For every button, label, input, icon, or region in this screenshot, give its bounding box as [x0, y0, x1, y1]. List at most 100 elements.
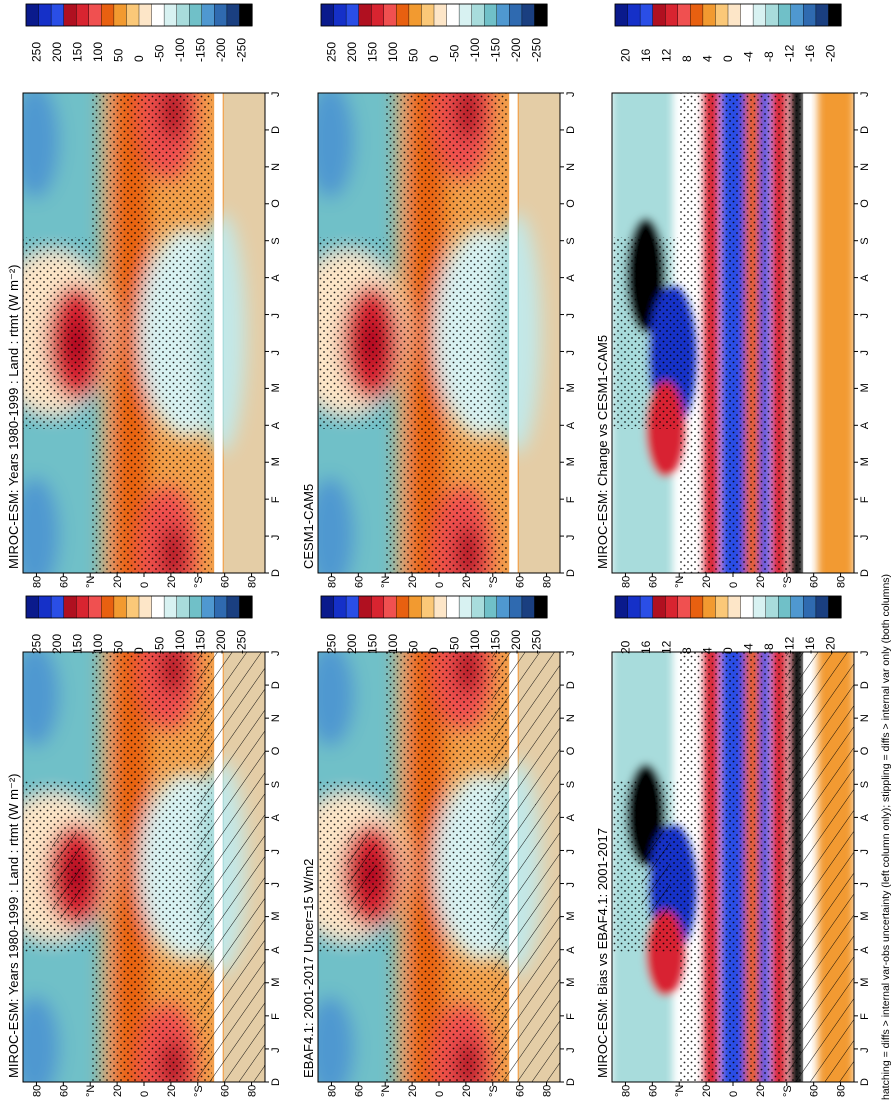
footnote: hatching = diffs > internal var-obs unce…	[880, 574, 892, 1100]
month-tick-label: N	[270, 163, 282, 171]
lat-tick-label: 80	[542, 576, 554, 588]
colorbar-swatch	[702, 595, 717, 619]
colorbar-swatch	[101, 3, 115, 27]
month-tick-label: M	[270, 911, 282, 920]
month-tick-label: A	[565, 421, 577, 429]
colorbar-label: 100	[91, 634, 105, 654]
colorbar-swatch	[113, 3, 128, 27]
month-tick-label: S	[565, 237, 577, 244]
lat-tick-label: 0	[434, 1091, 446, 1097]
colorbar-swatch	[534, 595, 548, 619]
colorbar-swatch	[189, 3, 203, 27]
month-tick-label: J	[565, 92, 577, 98]
stippling	[679, 652, 801, 1082]
lat-tick-label: 80	[247, 1085, 259, 1097]
colorbar-swatch	[702, 3, 717, 27]
lat-tick-label: 0	[434, 582, 446, 588]
month-tick-label: A	[859, 813, 871, 821]
colorbar-swatch	[383, 3, 397, 27]
colorbar-label: 4	[700, 55, 714, 62]
panel-p4: CESM1-CAM5 80 60 °N 20 0 20 °S 60 80 D J F M A M J J A S O N D…	[301, 92, 577, 589]
colorbar: 250 200 150 100 50 0 -50 -100 -150 -200 -250	[25, 3, 253, 62]
month-tick-label: D	[565, 126, 577, 134]
lat-tick-label: °S	[782, 576, 794, 588]
colorbar-swatch	[151, 595, 165, 619]
colorbar-swatch	[828, 595, 842, 619]
colorbar-swatch	[138, 595, 153, 619]
colorbar-swatch	[815, 595, 830, 619]
lat-tick-label: 20	[701, 1085, 713, 1097]
colorbar-label: -4	[742, 643, 756, 654]
colorbar-swatch	[88, 3, 102, 27]
month-tick-label: O	[859, 199, 871, 208]
lat-tick-label: 60	[353, 1085, 365, 1097]
colorbar-swatch	[396, 3, 410, 27]
colorbar-label: 0	[132, 55, 146, 62]
lat-tick-label: 60	[58, 576, 70, 588]
colorbar-label: 50	[406, 48, 420, 62]
colorbar-swatch	[815, 3, 830, 27]
lat-tick-label: 60	[809, 576, 821, 588]
lat-tick-label: 80	[542, 1085, 554, 1097]
colorbar-swatch	[151, 3, 165, 27]
panel-title: MIROC-ESM: Change vs CESM1-CAM5	[595, 335, 610, 569]
month-tick-label: J	[565, 535, 577, 541]
month-tick-label: J	[859, 313, 871, 319]
colorbar-swatch	[534, 3, 548, 27]
colorbar-label: -50	[448, 44, 462, 62]
month-tick-label: M	[859, 457, 871, 466]
month-tick-label: F	[859, 496, 871, 503]
month-tick-label: O	[270, 199, 282, 208]
colorbar-label: 0	[427, 55, 441, 62]
colorbar-swatch	[333, 3, 347, 27]
month-tick-label: F	[565, 496, 577, 503]
colorbar-swatch	[345, 3, 360, 27]
colorbar-label: 200	[345, 634, 359, 654]
colorbar-swatch	[727, 3, 742, 27]
colorbar-swatch	[176, 3, 190, 27]
colorbar-label: 20	[618, 48, 632, 62]
lat-tick-label: 0	[728, 1091, 740, 1097]
colorbar-swatch	[201, 3, 215, 27]
month-tick-label: J	[565, 651, 577, 657]
colorbar-label: -150	[194, 630, 208, 654]
lat-tick-label: 80	[31, 576, 43, 588]
month-tick-label: D	[270, 1078, 282, 1086]
colorbar-label: 8	[680, 647, 694, 654]
lat-tick-label: 60	[515, 1085, 527, 1097]
colorbar-label: -16	[803, 636, 817, 654]
colorbar-swatch	[627, 3, 641, 27]
colorbar-swatch	[627, 595, 641, 619]
colorbar-swatch	[752, 595, 767, 619]
month-tick-label: N	[859, 163, 871, 171]
colorbar-swatch	[765, 3, 779, 27]
lat-tick-label: 80	[247, 576, 259, 588]
panel-p1: MIROC-ESM: Years 1980-1999 : Land : rtmt…	[6, 651, 282, 1098]
colorbar: 250 200 150 100 50 0 -50 -100 -150 -200 -250	[25, 595, 253, 654]
panel-p3: EBAF4.1: 2001-2017 Uncer=15 W/m2 80 60 °N 20…	[301, 651, 577, 1098]
colorbar-label: -12	[783, 636, 797, 654]
month-tick-label: D	[565, 681, 577, 689]
colorbar-swatch	[126, 595, 140, 619]
colorbar-swatch	[715, 595, 729, 619]
month-tick-label: A	[565, 274, 577, 282]
colorbar-swatch	[371, 3, 385, 27]
month-tick-label: S	[859, 781, 871, 788]
month-tick-label: M	[859, 978, 871, 987]
colorbar-label: 250	[29, 42, 43, 62]
month-tick-label: D	[859, 681, 871, 689]
colorbar-swatch	[138, 3, 153, 27]
colorbar-label: 12	[659, 640, 673, 654]
colorbar-swatch	[76, 3, 90, 27]
colorbar-label: -250	[235, 630, 249, 654]
colorbar-label: 12	[659, 48, 673, 62]
colorbar-swatch	[433, 595, 448, 619]
lat-tick-label: 80	[620, 576, 632, 588]
colorbar-label: 50	[111, 640, 125, 654]
colorbar-label: -100	[468, 630, 482, 654]
month-tick-label: J	[270, 1047, 282, 1053]
panel-title: MIROC-ESM: Years 1980-1999 : Land : rtmt…	[6, 773, 21, 1078]
colorbar-label: -4	[742, 51, 756, 62]
colorbar-label: -100	[173, 630, 187, 654]
